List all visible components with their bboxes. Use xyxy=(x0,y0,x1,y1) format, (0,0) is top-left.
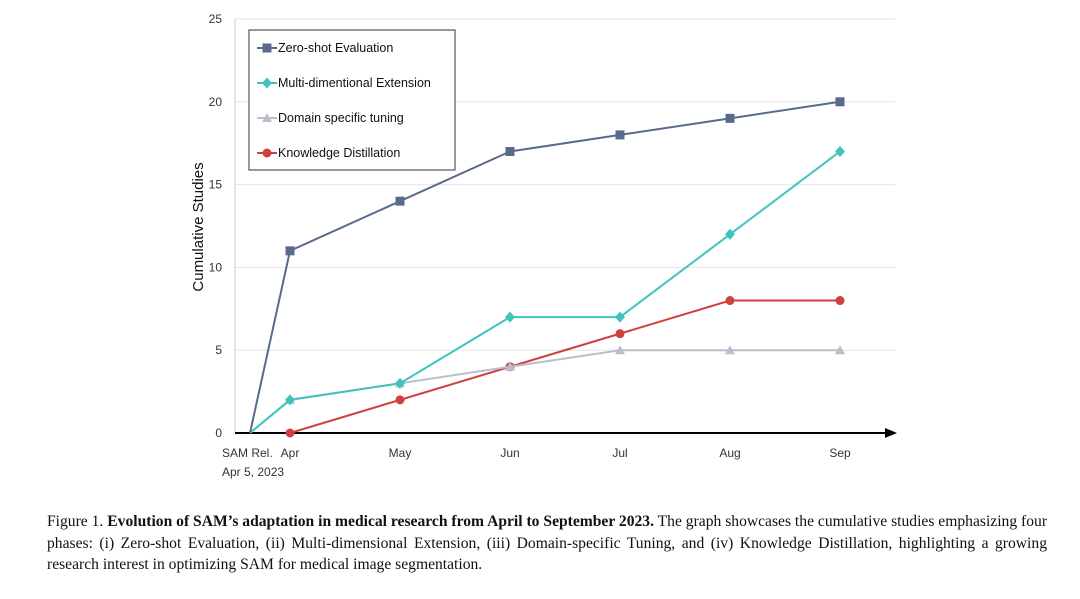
legend-marker xyxy=(262,43,272,53)
data-point xyxy=(615,311,625,323)
y-tick-label: 0 xyxy=(215,426,222,440)
series-layer xyxy=(249,97,845,438)
legend: Zero-shot Evaluation Multi-dimentional Ex… xyxy=(248,29,456,171)
legend-item: Zero-shot Evaluation xyxy=(257,41,393,55)
y-tick-label: 10 xyxy=(209,260,223,274)
legend-label: Knowledge Distillation xyxy=(278,146,400,160)
series-multi-dimentional-extension xyxy=(249,145,845,434)
y-tick-label: 5 xyxy=(215,343,222,357)
data-point xyxy=(615,329,625,339)
series-zero-shot-evaluation xyxy=(249,97,845,434)
legend-item: Multi-dimentional Extension xyxy=(257,76,431,90)
legend-marker xyxy=(262,148,272,158)
data-point xyxy=(505,361,515,371)
data-point xyxy=(505,146,515,156)
x-tick-label: Aug xyxy=(719,446,740,460)
legend-marker xyxy=(262,77,272,89)
data-point xyxy=(725,228,735,240)
x-start-label: SAM Rel. xyxy=(222,446,273,460)
data-point xyxy=(615,345,625,355)
data-point xyxy=(285,394,295,406)
x-tick-label: Jul xyxy=(612,446,627,460)
data-point xyxy=(285,246,295,256)
data-point xyxy=(835,145,845,157)
data-point xyxy=(395,377,405,389)
legend-item: Domain specific tuning xyxy=(257,111,404,125)
x-tick-label: Sep xyxy=(829,446,851,460)
y-axis-label: Cumulative Studies xyxy=(190,162,207,291)
data-point xyxy=(395,395,405,405)
series-line xyxy=(249,150,841,434)
legend-marker xyxy=(262,113,272,122)
x-tick-label: Jun xyxy=(500,446,519,460)
figure-caption: Figure 1. Evolution of SAM’s adaptation … xyxy=(47,511,1047,576)
legend-box xyxy=(248,29,456,171)
data-point xyxy=(835,296,845,306)
legend-label: Multi-dimentional Extension xyxy=(278,76,431,90)
axes xyxy=(234,19,897,438)
data-point xyxy=(725,296,735,306)
legend-label: Zero-shot Evaluation xyxy=(278,41,393,55)
series-line xyxy=(289,299,840,434)
data-point xyxy=(725,345,735,355)
y-tick-label: 20 xyxy=(209,95,223,109)
x-axis-arrow xyxy=(885,428,897,438)
legend-label: Domain specific tuning xyxy=(278,111,404,125)
x-tick-label: Apr xyxy=(281,446,300,460)
data-point xyxy=(505,311,515,323)
y-tick-label: 15 xyxy=(209,178,223,192)
data-point xyxy=(725,113,735,123)
data-point xyxy=(835,345,845,355)
data-point xyxy=(835,97,845,107)
caption-body: The graph showcases the cumulative studi… xyxy=(47,513,1048,573)
data-point xyxy=(285,428,295,438)
legend-item: Knowledge Distillation xyxy=(257,146,400,160)
series-domain-specific-tuning xyxy=(249,345,845,434)
x-tick-label: May xyxy=(389,446,412,460)
x-start-date-label: Apr 5, 2023 xyxy=(222,465,284,479)
data-point xyxy=(395,196,405,206)
x-tick-labels: Apr May Jun Jul Aug Sep SAM Rel. Apr 5, 2023 xyxy=(222,446,851,479)
y-tick-label: 25 xyxy=(209,12,223,26)
caption-title: Evolution of SAM’s adaptation in medical… xyxy=(107,513,654,530)
caption-prefix: Figure 1. xyxy=(47,513,104,530)
y-tick-labels: 0 5 10 15 20 25 xyxy=(209,12,223,440)
data-point xyxy=(615,130,625,140)
